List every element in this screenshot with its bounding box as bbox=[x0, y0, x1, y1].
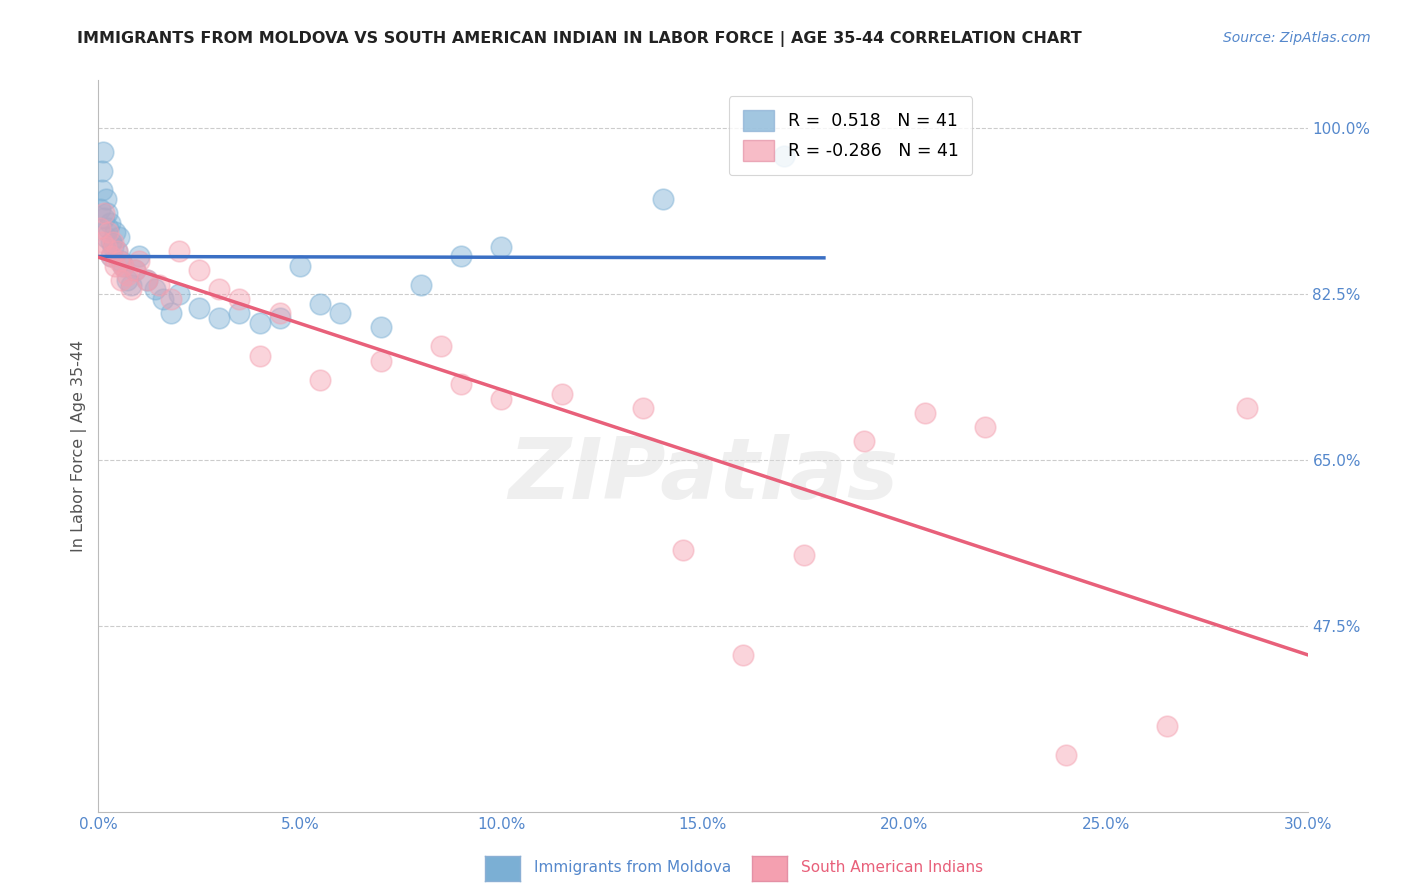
Point bbox=[135, 273, 157, 287]
Point bbox=[1236, 401, 1258, 415]
Point bbox=[430, 339, 453, 353]
Point bbox=[269, 306, 291, 320]
Point bbox=[167, 244, 190, 259]
Point bbox=[651, 192, 673, 206]
Point bbox=[1054, 747, 1077, 762]
Point bbox=[101, 235, 124, 249]
Point bbox=[91, 145, 114, 159]
Point bbox=[115, 273, 138, 287]
Point bbox=[97, 220, 120, 235]
Point bbox=[101, 239, 124, 253]
Point bbox=[450, 249, 472, 263]
Text: South American Indians: South American Indians bbox=[801, 860, 984, 874]
Point bbox=[93, 206, 115, 220]
Point bbox=[107, 230, 129, 244]
Point bbox=[914, 406, 936, 420]
Point bbox=[96, 206, 118, 220]
Point bbox=[143, 282, 166, 296]
Point bbox=[103, 259, 125, 273]
Point bbox=[107, 253, 129, 268]
Point bbox=[288, 259, 311, 273]
Point bbox=[98, 216, 121, 230]
Point bbox=[100, 249, 122, 263]
Point bbox=[120, 277, 142, 292]
Point bbox=[269, 310, 291, 325]
Y-axis label: In Labor Force | Age 35-44: In Labor Force | Age 35-44 bbox=[72, 340, 87, 552]
Point bbox=[733, 648, 755, 662]
Point bbox=[110, 253, 132, 268]
Point bbox=[93, 211, 115, 225]
Point bbox=[1156, 719, 1178, 733]
Point bbox=[111, 259, 134, 273]
Point bbox=[249, 349, 271, 363]
Legend: R =  0.518   N = 41, R = -0.286   N = 41: R = 0.518 N = 41, R = -0.286 N = 41 bbox=[728, 96, 973, 175]
Point bbox=[208, 310, 231, 325]
Point bbox=[94, 192, 117, 206]
Point bbox=[551, 386, 574, 401]
Point bbox=[100, 249, 122, 263]
Point bbox=[124, 263, 146, 277]
Point bbox=[188, 301, 211, 316]
Point bbox=[97, 225, 120, 239]
Point bbox=[89, 220, 111, 235]
Point bbox=[491, 392, 513, 406]
Point bbox=[167, 287, 190, 301]
Point bbox=[103, 225, 125, 239]
Point bbox=[793, 548, 815, 562]
Point bbox=[772, 149, 794, 163]
Text: ZIPatlas: ZIPatlas bbox=[508, 434, 898, 516]
Point bbox=[631, 401, 654, 415]
Point bbox=[105, 244, 128, 259]
Point bbox=[309, 296, 332, 310]
Point bbox=[115, 268, 138, 282]
Point bbox=[160, 292, 183, 306]
Point bbox=[160, 306, 183, 320]
Point bbox=[249, 316, 271, 330]
Point bbox=[228, 292, 250, 306]
Text: Immigrants from Moldova: Immigrants from Moldova bbox=[534, 860, 731, 874]
Point bbox=[370, 353, 392, 368]
Point bbox=[309, 372, 332, 386]
Point bbox=[491, 239, 513, 253]
Point bbox=[188, 263, 211, 277]
Point bbox=[208, 282, 231, 296]
Point bbox=[105, 244, 128, 259]
Point bbox=[91, 235, 114, 249]
Point bbox=[228, 306, 250, 320]
Point bbox=[96, 239, 118, 253]
Point bbox=[152, 292, 174, 306]
Point bbox=[128, 253, 150, 268]
Point bbox=[91, 163, 114, 178]
Point bbox=[124, 263, 146, 277]
Point bbox=[111, 259, 134, 273]
Point bbox=[110, 273, 132, 287]
Point bbox=[120, 282, 142, 296]
Point bbox=[90, 182, 112, 196]
Point bbox=[329, 306, 352, 320]
Point bbox=[450, 377, 472, 392]
Point bbox=[128, 249, 150, 263]
Point bbox=[672, 543, 695, 558]
Text: IMMIGRANTS FROM MOLDOVA VS SOUTH AMERICAN INDIAN IN LABOR FORCE | AGE 35-44 CORR: IMMIGRANTS FROM MOLDOVA VS SOUTH AMERICA… bbox=[77, 31, 1083, 47]
Point bbox=[89, 202, 111, 216]
Point bbox=[148, 277, 170, 292]
Point bbox=[96, 230, 118, 244]
Text: Source: ZipAtlas.com: Source: ZipAtlas.com bbox=[1223, 31, 1371, 45]
Point bbox=[853, 434, 876, 449]
Point bbox=[409, 277, 432, 292]
Point bbox=[370, 320, 392, 334]
Point bbox=[100, 235, 122, 249]
Point bbox=[135, 273, 157, 287]
Point bbox=[974, 420, 997, 434]
